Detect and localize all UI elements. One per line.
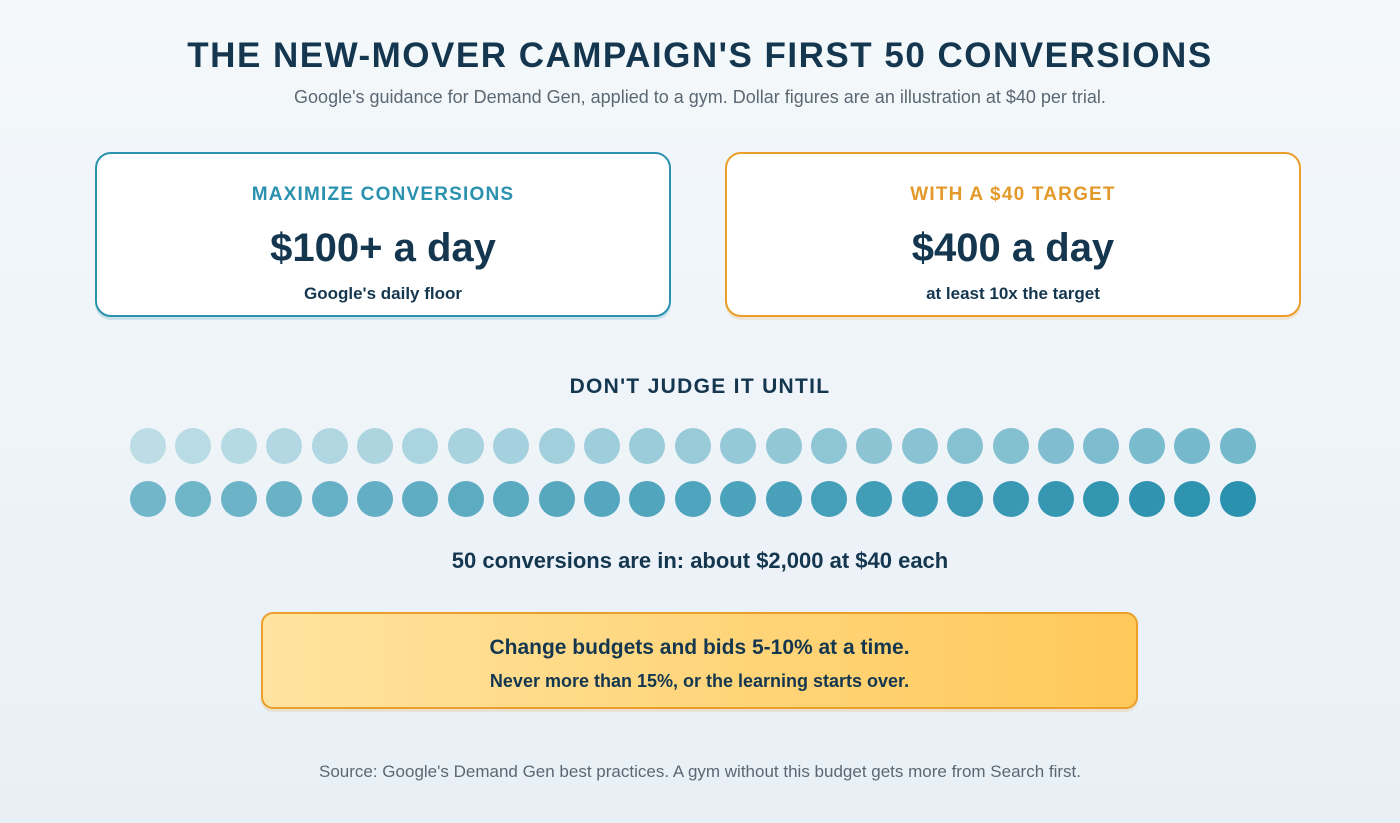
- conversion-dot: [220, 481, 257, 517]
- conversion-dot: [674, 428, 711, 464]
- conversion-dot: [811, 428, 847, 464]
- conversion-dot: [1219, 428, 1256, 464]
- conversion-dot: [175, 428, 212, 464]
- section-heading: DON'T JUDGE IT UNTIL: [569, 375, 831, 398]
- conversion-dot: [311, 428, 348, 464]
- conversion-dot: [1038, 428, 1074, 464]
- conversion-dot: [765, 481, 802, 517]
- conversion-dot: [1174, 481, 1211, 517]
- conversion-dot: [992, 481, 1029, 517]
- conversion-dot: [130, 481, 166, 517]
- source-note: Source: Google's Demand Gen best practic…: [319, 762, 1081, 781]
- conversion-dot: [402, 428, 439, 464]
- conversion-dot: [1174, 428, 1211, 464]
- card-note: at least 10x the target: [926, 284, 1100, 303]
- card-kicker: WITH A $40 TARGET: [910, 184, 1116, 205]
- conversion-dot: [811, 481, 847, 517]
- conversion-dot: [856, 428, 893, 464]
- conversion-dot: [1038, 481, 1074, 517]
- callout-main: Change budgets and bids 5-10% at a time.: [489, 636, 910, 659]
- conversion-dot: [493, 481, 530, 517]
- conversion-dot: [584, 428, 620, 464]
- conversion-dot: [856, 481, 893, 517]
- conversion-dot: [1128, 428, 1165, 464]
- conversion-dot: [765, 428, 802, 464]
- conversion-dot: [947, 428, 984, 464]
- conversion-dot: [947, 481, 984, 517]
- conversion-dot: [720, 481, 757, 517]
- card-kicker: MAXIMIZE CONVERSIONS: [251, 184, 515, 205]
- conversion-dot: [1083, 481, 1120, 517]
- conversion-dot: [538, 481, 575, 517]
- conversion-dot: [130, 428, 166, 464]
- conversion-dot: [629, 428, 666, 464]
- target-cpa-card: WITH A $40 TARGET $400 a day at least 10…: [725, 152, 1301, 317]
- conversion-dot: [447, 481, 484, 517]
- conversion-dot: [447, 428, 484, 464]
- conversion-dot: [584, 481, 620, 517]
- conversion-dot: [629, 481, 666, 517]
- conversion-dot: [266, 428, 303, 464]
- conversion-dot: [901, 481, 938, 517]
- conversion-dot: [402, 481, 439, 517]
- conversions-caption: 50 conversions are in: about $2,000 at $…: [451, 548, 949, 573]
- budget-change-callout: Change budgets and bids 5-10% at a time.…: [261, 612, 1138, 709]
- conversion-dot: [901, 428, 938, 464]
- conversion-dot: [720, 428, 757, 464]
- conversion-dot: [674, 481, 711, 517]
- conversion-dot: [1128, 481, 1165, 517]
- conversion-dot: [175, 481, 212, 517]
- conversion-dot: [992, 428, 1029, 464]
- conversion-dot: [220, 428, 257, 464]
- conversion-dot: [266, 481, 303, 517]
- card-value: $100+ a day: [270, 226, 496, 270]
- card-note: Google's daily floor: [303, 284, 462, 303]
- conversion-dot: [357, 481, 393, 517]
- conversion-dot: [311, 481, 348, 517]
- card-value: $400 a day: [911, 226, 1115, 270]
- conversion-dot: [1083, 428, 1120, 464]
- conversion-dot: [493, 428, 530, 464]
- conversion-dot: [538, 428, 575, 464]
- conversion-dot: [1219, 481, 1256, 517]
- maximize-conversions-card: MAXIMIZE CONVERSIONS $100+ a day Google'…: [95, 152, 671, 317]
- conversion-dot: [357, 428, 393, 464]
- callout-sub: Never more than 15%, or the learning sta…: [489, 671, 910, 691]
- page-title: THE NEW-MOVER CAMPAIGN'S FIRST 50 CONVER…: [187, 36, 1213, 75]
- page-subtitle: Google's guidance for Demand Gen, applie…: [294, 87, 1106, 107]
